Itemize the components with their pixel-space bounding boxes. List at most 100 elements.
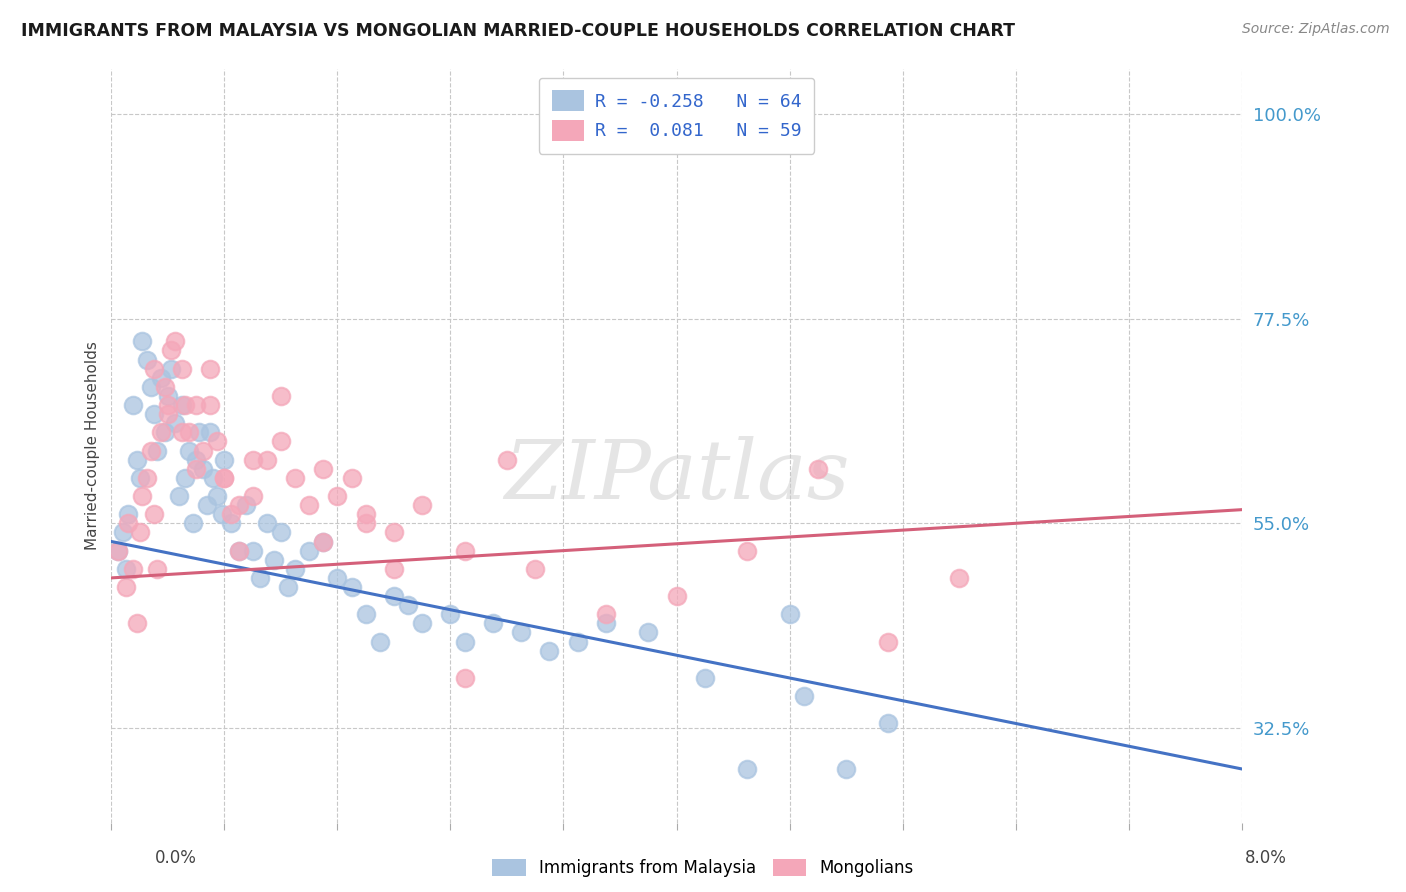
Point <box>179 425 201 440</box>
Point <box>200 425 222 440</box>
Point <box>340 580 363 594</box>
Text: ZIPatlas: ZIPatlas <box>503 436 849 516</box>
Point <box>179 443 201 458</box>
Point <box>159 343 181 358</box>
Point <box>228 543 250 558</box>
Point <box>793 689 815 703</box>
Point <box>121 398 143 412</box>
Point <box>139 443 162 458</box>
Point <box>149 425 172 440</box>
Point <box>186 452 208 467</box>
Point <box>496 452 519 467</box>
Point <box>131 489 153 503</box>
Point <box>270 434 292 449</box>
Point <box>637 625 659 640</box>
Point <box>284 471 307 485</box>
Point <box>207 489 229 503</box>
Point <box>188 425 211 440</box>
Point <box>135 352 157 367</box>
Point <box>382 562 405 576</box>
Point <box>121 562 143 576</box>
Point <box>354 607 377 622</box>
Point <box>214 471 236 485</box>
Point <box>193 443 215 458</box>
Point <box>595 616 617 631</box>
Point <box>163 334 186 349</box>
Point <box>114 580 136 594</box>
Point <box>242 452 264 467</box>
Point <box>186 398 208 412</box>
Point <box>128 525 150 540</box>
Point <box>948 571 970 585</box>
Point <box>131 334 153 349</box>
Point <box>145 562 167 576</box>
Point <box>107 543 129 558</box>
Point <box>214 452 236 467</box>
Point <box>835 762 858 776</box>
Point <box>312 461 335 475</box>
Point <box>156 389 179 403</box>
Point <box>156 398 179 412</box>
Point <box>125 616 148 631</box>
Point <box>735 543 758 558</box>
Point <box>167 489 190 503</box>
Point <box>202 471 225 485</box>
Point <box>170 361 193 376</box>
Point <box>411 616 433 631</box>
Point <box>256 516 278 531</box>
Point <box>153 380 176 394</box>
Point <box>235 498 257 512</box>
Point <box>249 571 271 585</box>
Point <box>382 525 405 540</box>
Point <box>125 452 148 467</box>
Point <box>214 471 236 485</box>
Point <box>538 643 561 657</box>
Point <box>693 671 716 685</box>
Y-axis label: Married-couple Households: Married-couple Households <box>86 342 100 550</box>
Point <box>211 507 233 521</box>
Point <box>117 516 139 531</box>
Text: Source: ZipAtlas.com: Source: ZipAtlas.com <box>1241 22 1389 37</box>
Point <box>228 498 250 512</box>
Point <box>277 580 299 594</box>
Point <box>270 389 292 403</box>
Text: IMMIGRANTS FROM MALAYSIA VS MONGOLIAN MARRIED-COUPLE HOUSEHOLDS CORRELATION CHAR: IMMIGRANTS FROM MALAYSIA VS MONGOLIAN MA… <box>21 22 1015 40</box>
Point <box>453 671 475 685</box>
Point <box>186 461 208 475</box>
Point <box>779 607 801 622</box>
Point <box>312 534 335 549</box>
Point <box>665 589 688 603</box>
Text: 8.0%: 8.0% <box>1244 849 1286 867</box>
Point <box>173 398 195 412</box>
Point <box>170 398 193 412</box>
Point <box>312 534 335 549</box>
Point <box>183 516 205 531</box>
Point <box>411 498 433 512</box>
Point <box>340 471 363 485</box>
Point <box>877 716 900 731</box>
Point <box>382 589 405 603</box>
Point <box>368 634 391 648</box>
Point <box>173 471 195 485</box>
Point <box>807 461 830 475</box>
Point <box>453 543 475 558</box>
Point <box>263 552 285 566</box>
Point <box>284 562 307 576</box>
Text: 0.0%: 0.0% <box>155 849 197 867</box>
Point <box>142 361 165 376</box>
Point <box>200 361 222 376</box>
Point <box>567 634 589 648</box>
Point <box>128 471 150 485</box>
Point <box>139 380 162 394</box>
Point <box>111 525 134 540</box>
Point <box>298 498 321 512</box>
Point <box>149 371 172 385</box>
Point <box>326 571 349 585</box>
Point <box>197 498 219 512</box>
Point <box>142 507 165 521</box>
Point <box>270 525 292 540</box>
Point <box>524 562 547 576</box>
Point <box>298 543 321 558</box>
Point <box>877 634 900 648</box>
Point <box>221 507 243 521</box>
